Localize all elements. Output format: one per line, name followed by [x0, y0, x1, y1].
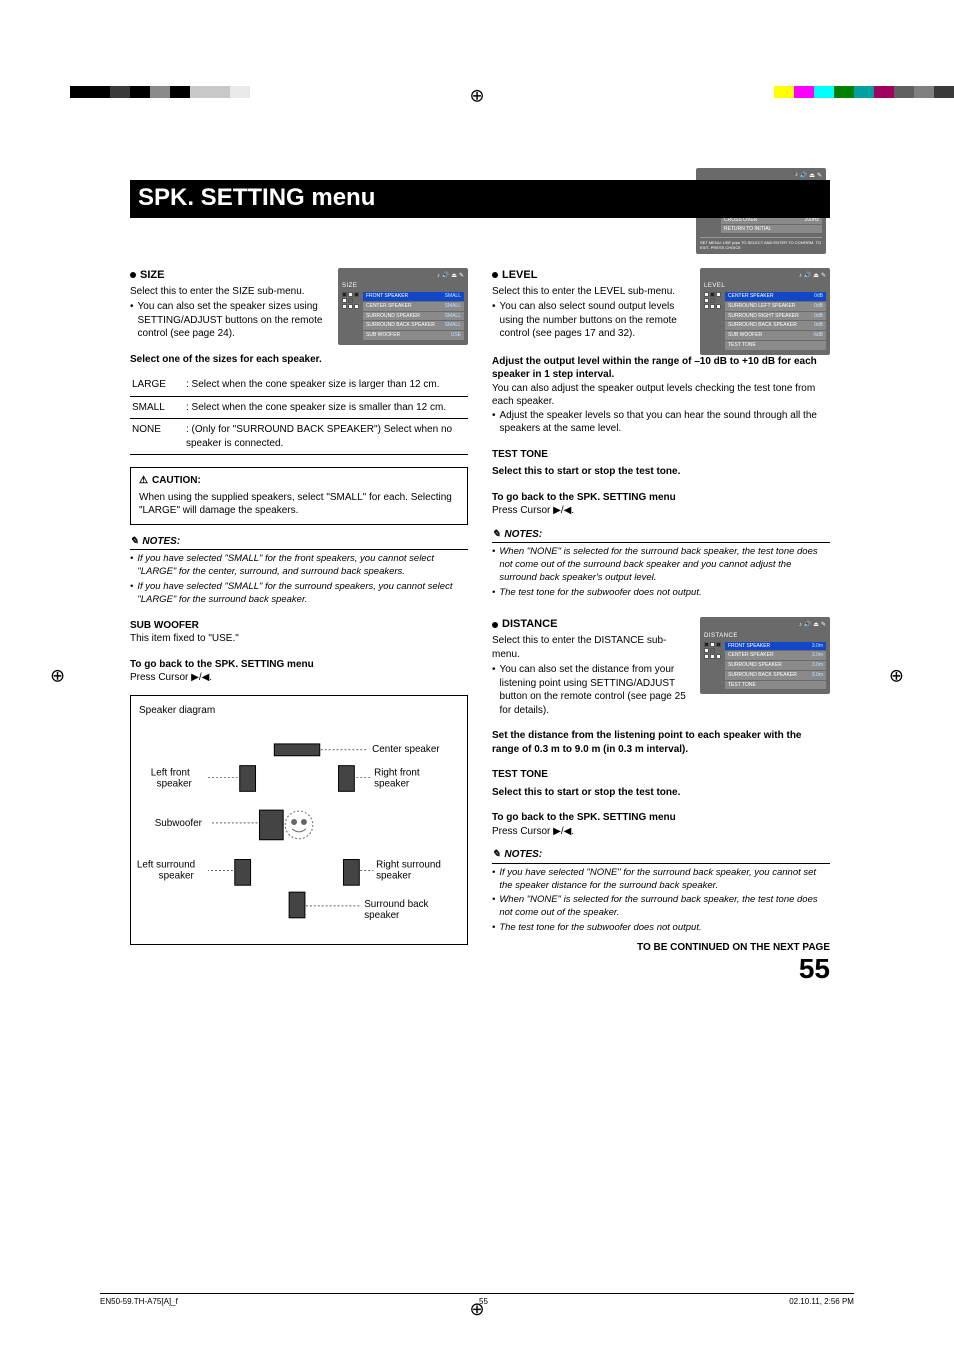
level-heading: LEVEL [492, 268, 694, 283]
distance-set-head: Set the distance from the listening poin… [492, 729, 830, 756]
register-mark-bottom: ⊕ [469, 1299, 484, 1320]
notes-head-distance: ✎NOTES: [492, 848, 830, 864]
svg-text:speaker: speaker [364, 909, 400, 920]
footer-left: EN50-59.TH-A75[A]_f [100, 1297, 178, 1306]
subwoofer-text: This item fixed to "USE." [130, 632, 468, 646]
goback-action-3: Press Cursor ▶/◀. [492, 825, 830, 839]
color-strip-left [70, 86, 250, 98]
color-strip-right [774, 86, 954, 98]
size-table-head: Select one of the sizes for each speaker… [130, 353, 468, 367]
page-content: SPK. SETTING menu ♪🔊⏏✎ SIZE FRONT SPEAKE… [130, 180, 830, 945]
notes-icon: ✎ [130, 535, 138, 549]
size-bullet: •You can also set the speaker sizes usin… [130, 300, 332, 341]
tt-text-2: Select this to start or stop the test to… [492, 786, 830, 800]
left-column: ♪🔊⏏✎ SIZE FRONT SPEAKERSMALLCENTER SPEAK… [130, 268, 468, 945]
notes-head-level: ✎NOTES: [492, 528, 830, 544]
svg-text:Right front: Right front [374, 767, 420, 778]
caution-icon: ⚠ [139, 474, 148, 488]
goback-action-2: Press Cursor ▶/◀. [492, 504, 830, 518]
goback-head-3: To go back to the SPK. SETTING menu [492, 811, 830, 825]
page-title: SPK. SETTING menu [130, 180, 830, 218]
svg-text:speaker: speaker [159, 870, 195, 881]
level-adjust-1: You can also adjust the speaker output l… [492, 382, 830, 409]
distance-bullet: •You can also set the distance from your… [492, 663, 694, 717]
osd-level: ♪🔊⏏✎ LEVEL CENTER SPEAKER0dBSURROUND LEF… [700, 268, 830, 355]
level-adjust-head: Adjust the output level within the range… [492, 355, 830, 382]
register-mark-right: ⊕ [889, 666, 904, 687]
notes-list-level: •When "NONE" is selected for the surroun… [492, 546, 830, 599]
svg-text:Left front: Left front [151, 767, 190, 778]
speaker-diagram: Speaker diagram [130, 695, 468, 945]
svg-text:Right surround: Right surround [376, 859, 441, 870]
right-column: ♪🔊⏏✎ LEVEL CENTER SPEAKER0dBSURROUND LEF… [492, 268, 830, 945]
size-table: LARGE: Select when the cone speaker size… [130, 374, 468, 455]
notes-head-size: ✎NOTES: [130, 535, 468, 551]
tt-head-1: TEST TONE [492, 448, 830, 462]
osd-size: ♪🔊⏏✎ SIZE FRONT SPEAKERSMALLCENTER SPEAK… [338, 268, 468, 345]
svg-text:Left surround: Left surround [137, 859, 195, 870]
goback-head-2: To go back to the SPK. SETTING menu [492, 491, 830, 505]
svg-text:speaker: speaker [157, 778, 193, 789]
notes-list-distance: •If you have selected "NONE" for the sur… [492, 867, 830, 935]
register-mark-top: ⊕ [469, 86, 484, 107]
level-adjust-2: •Adjust the speaker levels so that you c… [492, 409, 830, 436]
svg-text:speaker: speaker [374, 778, 410, 789]
tt-head-2: TEST TONE [492, 768, 830, 782]
svg-text:Surround back: Surround back [364, 899, 428, 910]
distance-heading: DISTANCE [492, 617, 694, 632]
page-number: TO BE CONTINUED ON THE NEXT PAGE 55 [637, 942, 830, 985]
svg-text:speaker: speaker [376, 870, 412, 881]
level-bullet: •You can also select sound output levels… [492, 300, 694, 341]
goback-head-1: To go back to the SPK. SETTING menu [130, 658, 468, 672]
size-heading: SIZE [130, 268, 332, 283]
notes-list-size: •If you have selected "SMALL" for the fr… [130, 553, 468, 606]
osd-distance: ♪🔊⏏✎ DISTANCE FRONT SPEAKER3.0mCENTER SP… [700, 617, 830, 694]
subwoofer-head: SUB WOOFER [130, 619, 468, 633]
goback-action-1: Press Cursor ▶/◀. [130, 671, 468, 685]
footer-right: 02.10.11, 2:56 PM [789, 1297, 854, 1306]
svg-text:Center speaker: Center speaker [372, 743, 440, 754]
caution-box: ⚠CAUTION: When using the supplied speake… [130, 467, 468, 525]
svg-text:Subwoofer: Subwoofer [155, 818, 203, 829]
tt-text-1: Select this to start or stop the test to… [492, 465, 830, 479]
register-mark-left: ⊕ [50, 666, 65, 687]
